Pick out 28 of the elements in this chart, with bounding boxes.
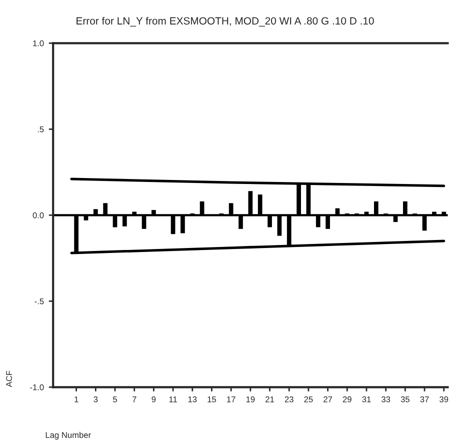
x-tick-label: 1 [74,396,78,402]
x-tick-label: 13 [188,396,197,402]
x-tick-label: 39 [440,396,448,402]
x-tick-label: 31 [362,396,371,402]
x-tick-label: 35 [400,396,410,402]
x-tick-label: 7 [132,396,136,402]
x-tick-label: 21 [266,396,274,402]
y-tick-label: .5 [38,126,44,132]
y-tick-label: -.5 [34,298,44,304]
x-tick-label: 15 [208,396,216,402]
x-tick-label: 27 [324,396,332,402]
y-tick-label: 1.0 [33,40,44,46]
y-tick-label: 0.0 [32,212,44,218]
x-tick-label: 33 [382,396,390,402]
x-tick-label: 37 [420,396,429,402]
x-tick-label: 29 [342,396,352,402]
y-tick-label: -1.0 [30,384,44,390]
x-tick-label: 25 [304,396,313,402]
x-axis-title: Lag Number [46,432,91,440]
x-tick-label: 9 [152,396,156,402]
x-tick-label: 11 [169,396,177,402]
x-tick-label: 19 [246,396,255,402]
y-axis-title: ACF [6,370,12,388]
x-tick-label: 17 [227,396,236,402]
chart-title: Error for LN_Y from EXSMOOTH, MOD_20 WI A .80 G .10 D .10 [76,16,374,27]
x-tick-label: 23 [284,396,294,402]
x-tick-label: 5 [113,396,117,402]
x-tick-label: 3 [94,396,98,402]
